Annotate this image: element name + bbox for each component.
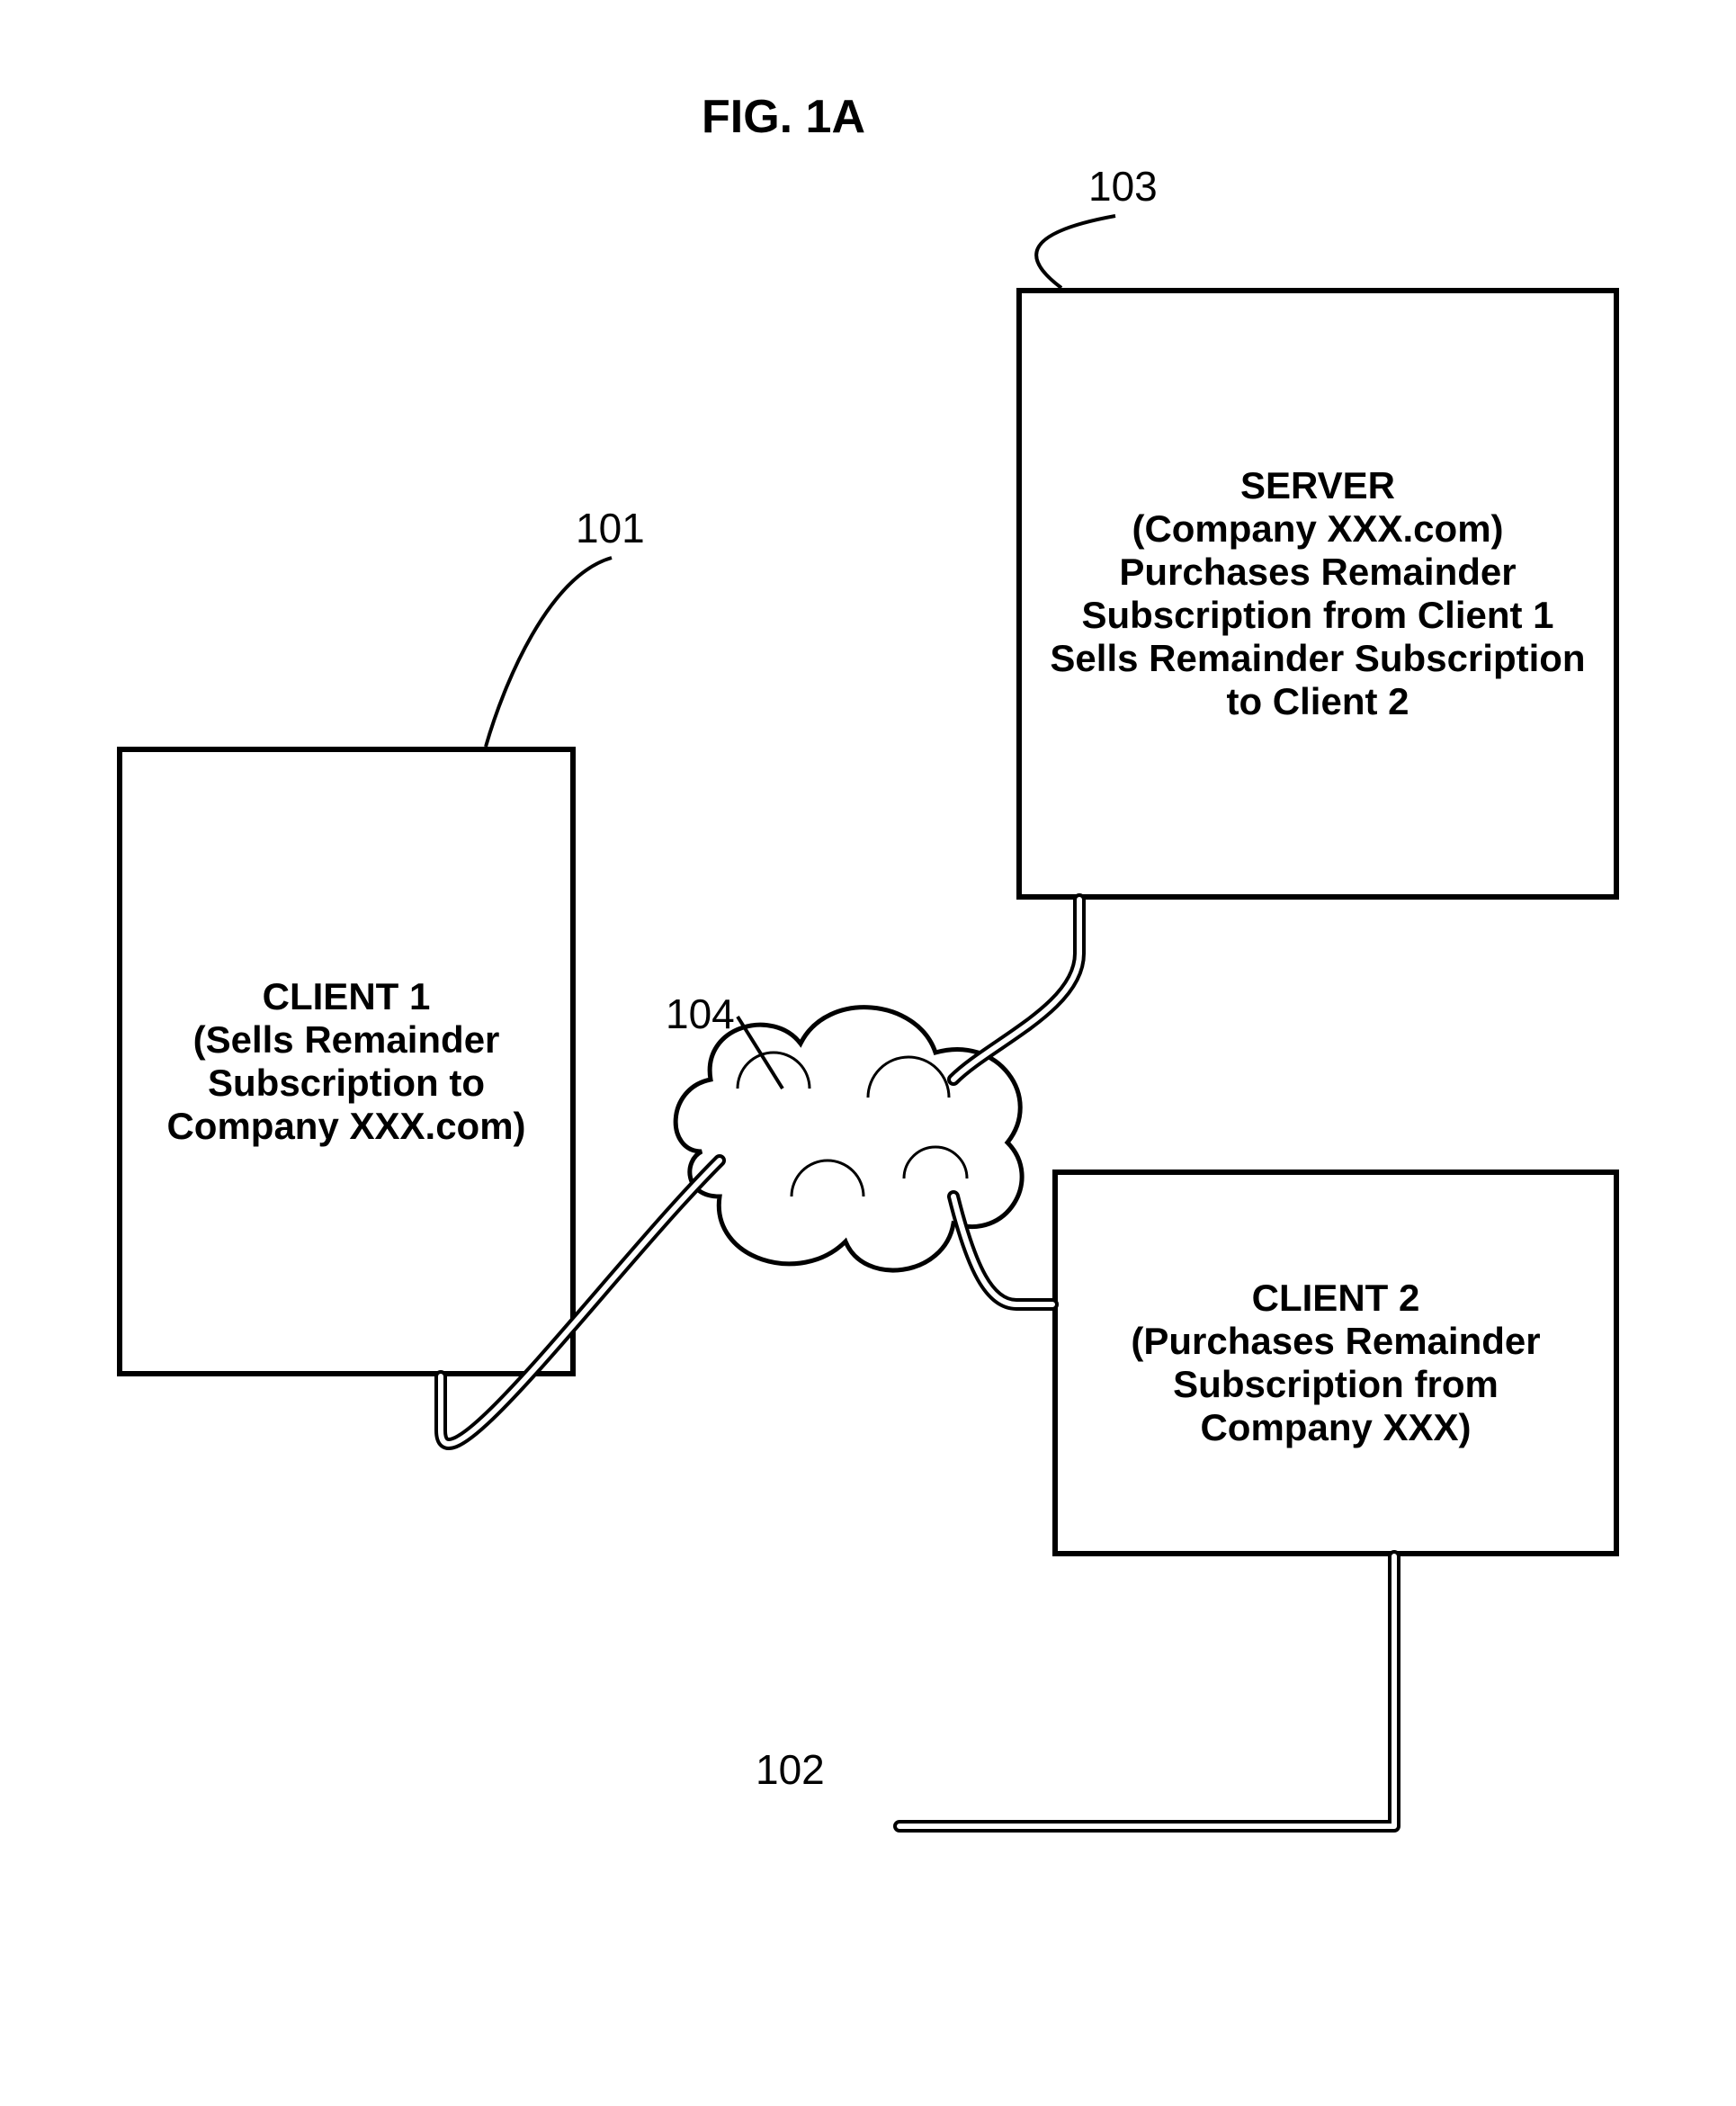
ref-103: 103: [1088, 162, 1158, 211]
node-client2: CLIENT 2(Purchases RemainderSubscription…: [1052, 1170, 1619, 1556]
text-line: Sells Remainder Subscription: [1050, 637, 1585, 680]
text-line: Subscription from: [1173, 1363, 1499, 1406]
text-line: (Sells Remainder: [193, 1018, 500, 1062]
text-line: SERVER: [1240, 464, 1395, 507]
text-line: Company XXX.com): [166, 1105, 525, 1148]
diagram-stage: FIG. 1A CLIENT 1(Sells RemainderSubscrip…: [0, 0, 1736, 2106]
ref-104: 104: [666, 990, 735, 1038]
text-line: CLIENT 2: [1252, 1277, 1420, 1320]
ref-102: 102: [756, 1745, 825, 1794]
text-line: Subscription to: [208, 1062, 485, 1105]
ref-101: 101: [576, 504, 645, 552]
text-line: CLIENT 1: [263, 975, 431, 1018]
text-line: (Purchases Remainder: [1131, 1320, 1540, 1363]
text-line: to Client 2: [1226, 680, 1409, 723]
node-server: SERVER(Company XXX.com)Purchases Remaind…: [1016, 288, 1619, 900]
text-line: Subscription from Client 1: [1081, 594, 1553, 637]
text-line: Company XXX): [1200, 1406, 1471, 1449]
figure-title: FIG. 1A: [702, 90, 865, 144]
text-line: Purchases Remainder: [1119, 551, 1516, 594]
node-client1: CLIENT 1(Sells RemainderSubscription toC…: [117, 747, 576, 1376]
node-internet-label: Internet: [783, 1138, 908, 1177]
text-line: (Company XXX.com): [1132, 507, 1503, 551]
